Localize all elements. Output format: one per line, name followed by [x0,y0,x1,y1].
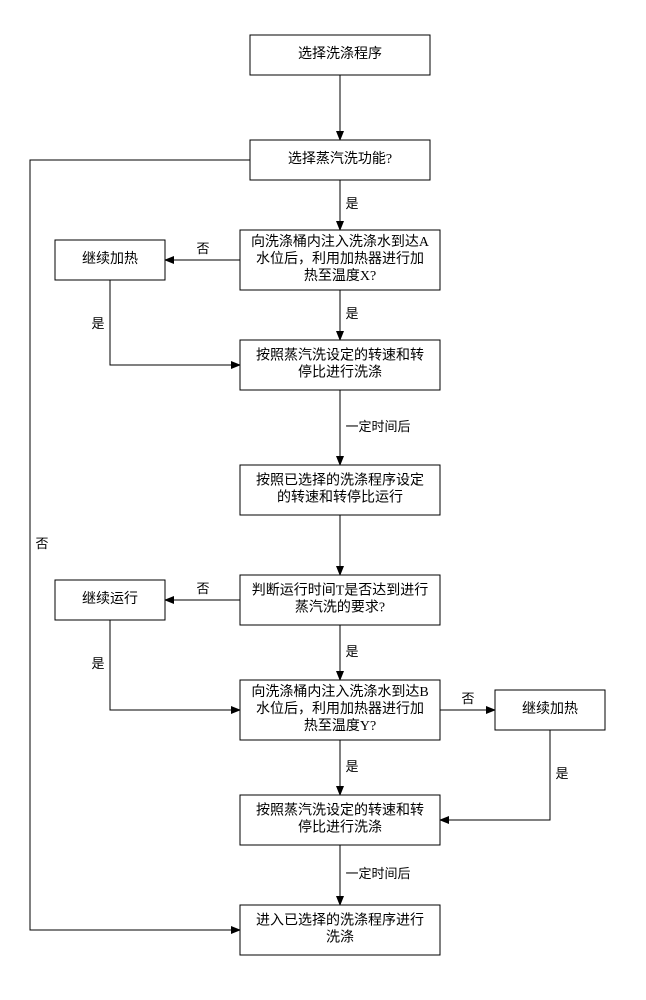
node-text-nH1-line0: 继续加热 [82,250,138,267]
node-text-n7-line2: 热至温度Y? [304,718,376,734]
edge-label-3: 一定时间后 [345,419,410,434]
node-text-n8-line1: 停比进行洗涤 [298,819,382,836]
node-text-n5-line0: 按照已选择的洗涤程序设定 [256,473,424,489]
flow-node-n8: 按照蒸汽洗设定的转速和转停比进行洗涤 [240,795,440,845]
node-text-nR-line0: 继续运行 [82,590,138,607]
node-text-n5-line1: 的转速和转停比运行 [277,489,403,506]
edge-label-14: 否 [35,536,48,551]
edge-label-6: 是 [345,759,358,774]
flow-node-n5: 按照已选择的洗涤程序设定的转速和转停比运行 [240,465,440,515]
node-text-n9-line0: 进入已选择的洗涤程序进行 [256,913,424,929]
flow-node-nR: 继续运行 [55,580,165,620]
node-text-n6-line1: 蒸汽洗的要求? [295,600,385,616]
node-text-n3-line0: 向洗涤桶内注入洗涤水到达A [251,234,430,250]
flow-edge-13 [440,730,550,820]
node-text-n9-line1: 洗涤 [326,930,354,946]
node-text-n4-line1: 停比进行洗涤 [298,364,382,381]
edge-label-9: 是 [91,316,104,331]
node-text-n3-line2: 热至温度X? [304,268,376,284]
node-text-n2-line0: 选择蒸汽洗功能? [288,151,392,167]
node-text-n3-line1: 水位后，利用加热器进行加 [256,251,424,267]
node-text-n7-line1: 水位后，利用加热器进行加 [256,701,424,717]
edge-label-12: 否 [461,691,474,706]
flow-node-nH1: 继续加热 [55,240,165,280]
flow-node-n3: 向洗涤桶内注入洗涤水到达A水位后，利用加热器进行加热至温度X? [240,230,440,290]
edge-label-5: 是 [345,644,358,659]
edge-label-13: 是 [555,766,568,781]
edge-label-2: 是 [345,306,358,321]
node-text-n6-line0: 判断运行时间T是否达到进行 [252,583,429,599]
node-text-n7-line0: 向洗涤桶内注入洗涤水到达B [251,684,428,700]
flow-node-nH2: 继续加热 [495,690,605,730]
flow-edge-11 [110,620,240,710]
node-text-n4-line0: 按照蒸汽洗设定的转速和转 [256,348,424,364]
edge-label-8: 否 [196,241,209,256]
nodes-layer: 选择洗涤程序选择蒸汽洗功能?向洗涤桶内注入洗涤水到达A水位后，利用加热器进行加热… [55,35,605,955]
flow-edge-9 [110,280,240,365]
flow-node-n7: 向洗涤桶内注入洗涤水到达B水位后，利用加热器进行加热至温度Y? [240,680,440,740]
flow-node-n9: 进入已选择的洗涤程序进行洗涤 [240,905,440,955]
edge-label-7: 一定时间后 [345,866,410,881]
edge-label-10: 否 [196,581,209,596]
node-text-n8-line0: 按照蒸汽洗设定的转速和转 [256,803,424,819]
flow-node-n6: 判断运行时间T是否达到进行蒸汽洗的要求? [240,575,440,625]
flow-node-n2: 选择蒸汽洗功能? [250,140,430,180]
edge-label-11: 是 [91,656,104,671]
edge-label-1: 是 [345,196,358,211]
node-text-n1-line0: 选择洗涤程序 [298,46,382,62]
flow-node-n4: 按照蒸汽洗设定的转速和转停比进行洗涤 [240,340,440,390]
flow-node-n1: 选择洗涤程序 [250,35,430,75]
node-text-nH2-line0: 继续加热 [522,700,578,717]
